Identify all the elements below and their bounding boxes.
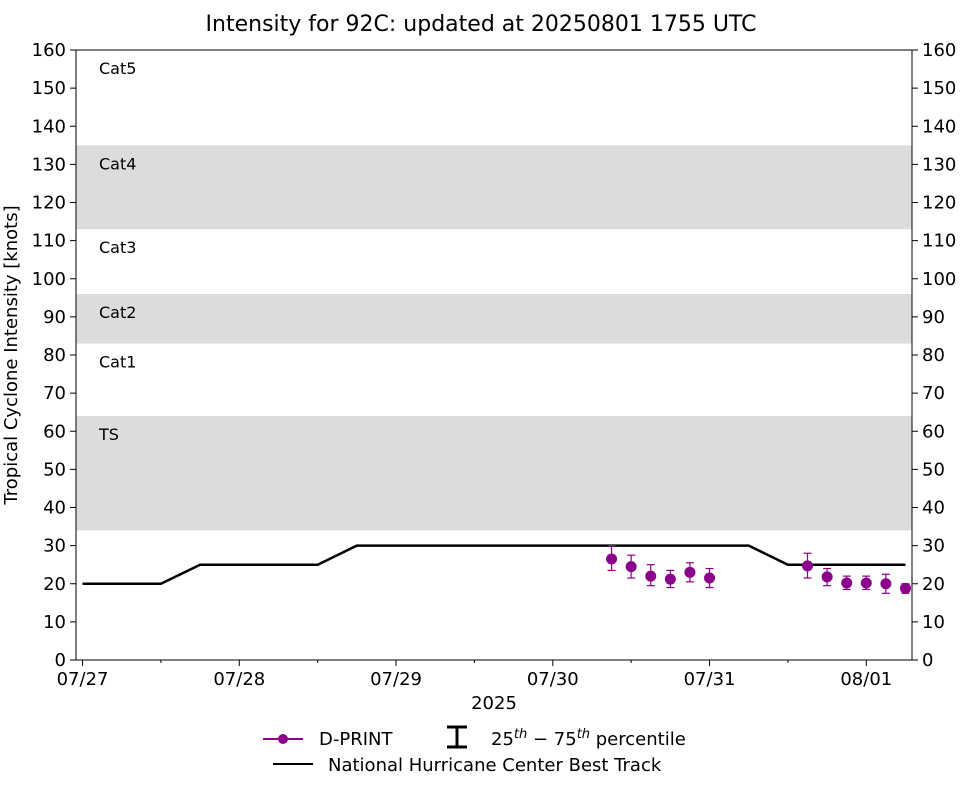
dprint-marker	[704, 572, 716, 584]
y-tick-label-left: 140	[32, 116, 66, 137]
dprint-point	[684, 562, 696, 583]
y-tick-label-left: 10	[43, 612, 66, 633]
legend-percentile-text: percentile	[590, 729, 686, 750]
y-tick-label-left: 60	[43, 421, 66, 442]
dprint-marker	[606, 553, 618, 565]
dprint-marker	[684, 566, 696, 578]
x-axis-label: 2025	[471, 693, 517, 714]
y-tick-label-right: 70	[922, 383, 945, 404]
y-tick-label-right: 60	[922, 421, 945, 442]
y-tick-label-right: 40	[922, 498, 945, 519]
dprint-marker	[899, 582, 911, 594]
y-tick-label-left: 80	[43, 345, 66, 366]
y-tick-label-right: 140	[922, 116, 956, 137]
y-tick-label-left: 40	[43, 498, 66, 519]
dprint-point	[606, 545, 618, 572]
dprint-marker	[821, 571, 833, 583]
y-tick-label-right: 20	[922, 574, 945, 595]
dprint-point	[625, 554, 637, 579]
y-tick-label-left: 100	[32, 269, 66, 290]
dprint-marker	[802, 560, 813, 572]
legend-best-track-label: National Hurricane Center Best Track	[328, 755, 662, 776]
dprint-point	[880, 573, 892, 594]
x-tick-label: 07/30	[527, 669, 579, 690]
dprint-point	[899, 582, 911, 594]
y-tick-label-right: 110	[922, 231, 956, 252]
y-tick-label-right: 100	[922, 269, 956, 290]
dprint-point	[860, 575, 872, 591]
dprint-marker	[625, 561, 637, 573]
band-label-cat1: Cat1	[99, 353, 136, 372]
y-tick-label-right: 50	[922, 459, 945, 480]
chart-title: Intensity for 92C: updated at 20250801 1…	[206, 12, 757, 37]
y-tick-label-right: 120	[922, 193, 956, 214]
y-tick-label-right: 30	[922, 536, 945, 557]
y-tick-label-right: 10	[922, 612, 945, 633]
legend-percentile-text: 75	[554, 729, 577, 750]
band-label-cat2: Cat2	[99, 303, 136, 322]
y-tick-label-left: 160	[32, 40, 66, 61]
band-ts	[76, 416, 912, 531]
legend-percentile-text: −	[527, 729, 554, 750]
band-label-cat5: Cat5	[99, 59, 136, 78]
x-tick-label: 07/31	[684, 669, 736, 690]
legend-percentile-text: 25	[491, 729, 514, 750]
best-track-line	[82, 544, 906, 586]
legend-percentile-label: 25th − 75th percentile	[491, 727, 686, 750]
y-tick-label-left: 0	[55, 650, 66, 671]
category-bands: TS Cat1 Cat2 Cat3 Cat4 Cat5	[76, 59, 912, 531]
y-tick-label-left: 150	[32, 78, 66, 99]
dprint-point	[821, 567, 833, 587]
dprint-point	[802, 552, 813, 579]
x-tick-label: 07/28	[213, 669, 265, 690]
dprint-marker	[645, 570, 657, 582]
dprint-marker	[880, 578, 892, 590]
y-tick-label-left: 70	[43, 383, 66, 404]
dprint-point	[704, 567, 716, 589]
dprint-point	[841, 575, 853, 591]
y-tick-label-right: 80	[922, 345, 945, 366]
y-tick-label-right: 160	[922, 40, 956, 61]
legend-dprint-marker	[278, 734, 288, 744]
band-label-cat4: Cat4	[99, 154, 136, 173]
x-tick-label: 07/29	[370, 669, 422, 690]
dprint-point	[664, 569, 676, 589]
y-axis-label: Tropical Cyclone Intensity [knots]	[1, 205, 22, 505]
y-tick-label-left: 110	[32, 231, 66, 252]
series-layer	[82, 544, 911, 594]
legend-percentile-sup: th	[577, 727, 590, 742]
y-tick-label-left: 30	[43, 536, 66, 557]
dprint-point	[645, 564, 657, 587]
x-tick-label: 07/27	[57, 669, 109, 690]
y-tick-label-left: 130	[32, 154, 66, 175]
legend-dprint-label: D-PRINT	[319, 729, 393, 750]
band-cat2	[76, 294, 912, 344]
band-label-cat3: Cat3	[99, 238, 136, 257]
y-tick-label-left: 120	[32, 193, 66, 214]
y-tick-label-left: 50	[43, 459, 66, 480]
band-label-ts: TS	[98, 425, 119, 444]
dprint-marker	[664, 573, 676, 585]
band-cat4	[76, 145, 912, 230]
y-tick-label-left: 90	[43, 307, 66, 328]
y-tick-label-right: 150	[922, 78, 956, 99]
legend-percentile-sup: th	[514, 727, 527, 742]
plot-frame	[75, 49, 913, 661]
y-tick-label-right: 130	[922, 154, 956, 175]
dprint-marker	[860, 577, 872, 589]
y-tick-label-right: 90	[922, 307, 945, 328]
axis-ticks: 0 0 10 10 20 20 30 30 40 40 50 50 60 60 70 70 80 80 90 90 10…	[32, 40, 957, 690]
plot-area	[82, 544, 911, 594]
y-tick-label-right: 0	[922, 650, 933, 671]
dprint-marker	[841, 577, 853, 589]
y-tick-label-left: 20	[43, 574, 66, 595]
x-tick-label: 08/01	[840, 669, 892, 690]
